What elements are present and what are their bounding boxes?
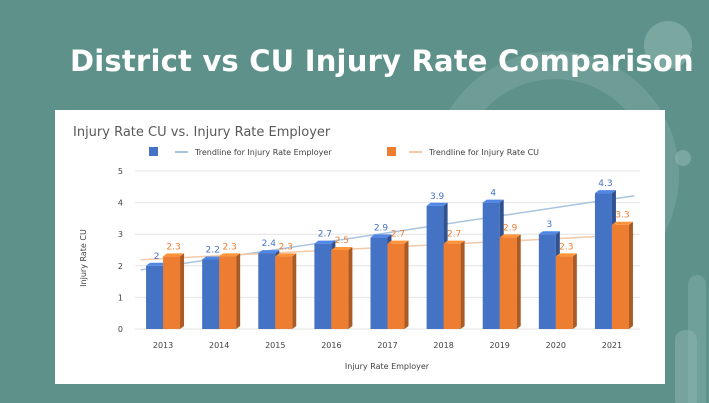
x-tick-label: 2018 — [433, 341, 453, 350]
axes: 0 1 2 3 4 5 2013 2014 2015 2016 2017 2018 2019 2020 20… — [118, 167, 622, 350]
y-tick-label: 3 — [118, 230, 123, 239]
data-label-employer: 4.3 — [598, 179, 612, 189]
bar-employer-top — [482, 199, 504, 203]
deco-dot-small — [675, 150, 691, 166]
bar-cu-front — [219, 256, 237, 329]
data-label-employer: 2.4 — [262, 239, 277, 249]
data-label-employer: 3.9 — [430, 192, 445, 202]
bar-cu-front — [443, 243, 461, 329]
x-tick-label: 2020 — [546, 341, 566, 350]
data-label-cu: 2.3 — [279, 242, 293, 252]
bar-cu-top — [387, 240, 409, 244]
bar-employer-front — [426, 205, 444, 329]
data-label-cu: 3.3 — [615, 211, 629, 221]
bar-employer-front — [482, 202, 500, 329]
data-label-cu: 2.9 — [503, 223, 518, 233]
x-tick-label: 2016 — [321, 341, 341, 350]
data-label-cu: 2.5 — [335, 236, 349, 246]
x-tick-label: 2014 — [209, 341, 229, 350]
bar-employer-top — [258, 250, 280, 254]
x-tick-label: 2013 — [153, 341, 173, 350]
bar-employer-top — [594, 190, 616, 194]
data-label-employer: 2.7 — [318, 230, 332, 240]
y-tick-label: 5 — [118, 167, 123, 176]
data-label-cu: 2.3 — [223, 242, 237, 252]
bar-employer-front — [370, 237, 388, 329]
bar-cu-top — [275, 253, 297, 257]
bar-cu-side — [628, 221, 633, 329]
y-axis-label: Injury Rate CU — [79, 229, 88, 287]
x-tick-label: 2019 — [490, 341, 510, 350]
bar-cu-side — [348, 247, 353, 329]
bar-employer-top — [538, 231, 560, 235]
bar-cu-top — [219, 253, 241, 257]
bar-employer-front — [314, 243, 332, 329]
deco-bar — [688, 275, 706, 403]
data-label-employer: 2.9 — [374, 223, 389, 233]
bar-cu-front — [163, 256, 181, 329]
x-tick-label: 2017 — [377, 341, 397, 350]
bar-cu-front — [275, 256, 293, 329]
bar-cu-front — [331, 250, 349, 329]
bar-employer-front — [594, 193, 612, 329]
chart-card: 2 2.3 2.2 2.3 2.4 2.3 2.7 2.5 2.9 2.7 3.9 2.7 4 2.9 3 2… — [55, 110, 665, 384]
slide-title: District vs CU Injury Rate Comparison — [70, 44, 694, 78]
bar-employer-front — [202, 259, 220, 329]
legend-swatch-cu — [387, 147, 396, 156]
bar-cu-side — [572, 253, 577, 329]
bar-cu-top — [555, 253, 577, 257]
bar-cu-front — [611, 224, 629, 329]
x-tick-label: 2015 — [265, 341, 285, 350]
bar-cu-side — [404, 240, 409, 329]
legend-label-cu-trend: Trendline for Injury Rate CU — [428, 148, 539, 157]
bar-employer-top — [370, 234, 392, 238]
data-label-employer: 2 — [154, 252, 160, 262]
bar-cu-side — [292, 253, 297, 329]
y-tick-label: 0 — [118, 325, 123, 334]
bar-cu-side — [516, 234, 521, 329]
bar-employer-front — [258, 253, 276, 329]
bar-employer-top — [426, 202, 448, 206]
data-label-employer: 3 — [546, 220, 552, 230]
bar-cu-side — [180, 253, 185, 329]
legend-swatch-employer — [149, 147, 158, 156]
injury-rate-chart: 22.3 2.2 2.3 2.4 2.32.72.52.92.73.92.742.9 32… — [73, 125, 640, 371]
y-tick-label: 1 — [118, 293, 123, 302]
bar-cu-top — [499, 234, 521, 238]
bar-cu-top — [611, 221, 633, 225]
bar-cu-top — [331, 247, 353, 250]
x-axis-label: Injury Rate Employer — [345, 362, 430, 371]
x-tick-label: 2021 — [602, 341, 622, 350]
data-label-cu: 2.3 — [559, 242, 573, 252]
data-labels: 22.3 2.2 2.3 2.4 2.32.72.52.92.73.92.742.9 32… — [154, 179, 630, 262]
bar-employer-top — [202, 256, 224, 260]
y-tick-label: 4 — [118, 199, 123, 208]
bar-cu-side — [460, 240, 465, 329]
bar-cu-side — [236, 253, 241, 329]
data-label-employer: 2.2 — [206, 245, 220, 255]
bar-cu-front — [387, 243, 405, 329]
bar-cu-top — [443, 240, 465, 244]
bar-cu-top — [163, 253, 185, 257]
data-label-cu: 2.7 — [447, 230, 461, 240]
legend-label-employer-trend: Trendline for Injury Rate Employer — [194, 148, 332, 157]
bar-cu-front — [555, 256, 573, 329]
bar-employer-top — [314, 240, 336, 244]
data-label-cu: 2.7 — [391, 230, 405, 240]
y-tick-label: 2 — [118, 262, 123, 271]
legend: Trendline for Injury Rate Employer Trend… — [149, 147, 539, 157]
data-label-employer: 4 — [490, 189, 496, 199]
chart-title: Injury Rate CU vs. Injury Rate Employer — [73, 125, 331, 140]
deco-bar — [675, 330, 697, 403]
bar-employer-front — [146, 265, 164, 329]
bar-cu-front — [499, 237, 517, 329]
data-label-cu: 2.3 — [166, 242, 180, 252]
bar-employer-top — [146, 262, 168, 266]
bar-employer-front — [538, 234, 556, 329]
bar-series — [146, 190, 633, 329]
